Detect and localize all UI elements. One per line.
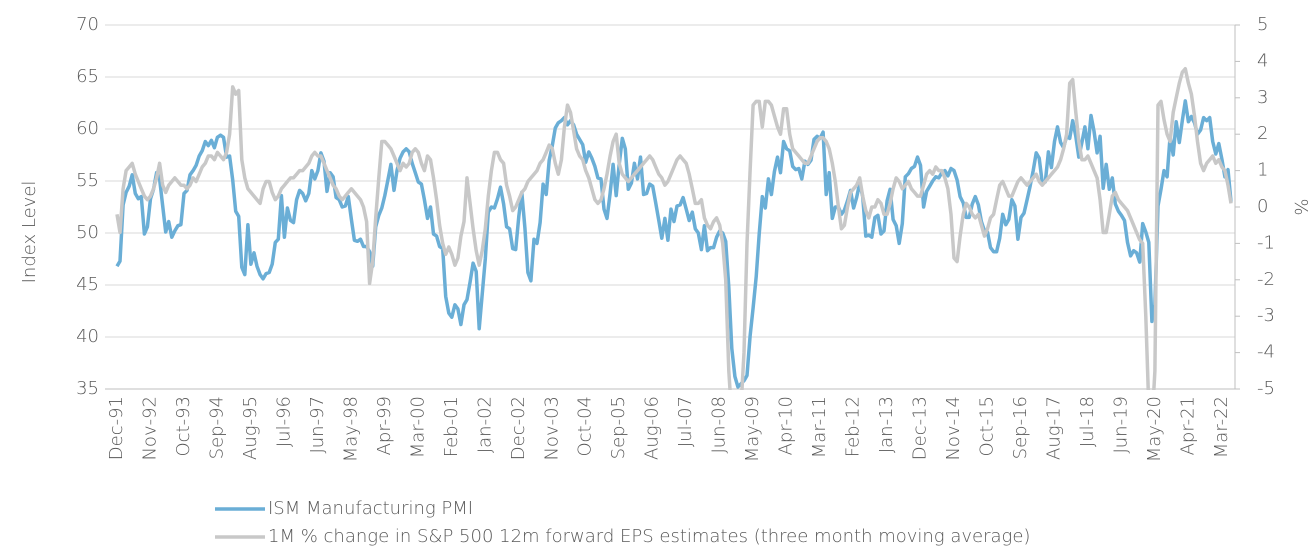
x-tick-label: Aug-17 — [1043, 396, 1064, 460]
x-tick-label: Jul-18 — [1077, 396, 1098, 447]
x-tick-label: Aug-06 — [642, 396, 663, 460]
x-tick-label: Oct-93 — [173, 396, 194, 457]
x-tick-label: Jul-96 — [273, 396, 294, 447]
x-tick-label: Apr-10 — [776, 396, 797, 455]
x-tick-label: Nov-03 — [541, 396, 562, 461]
x-tick-label: Oct-04 — [575, 396, 596, 457]
x-tick-label: Oct-15 — [977, 396, 998, 457]
x-tick-label: Sep-05 — [608, 396, 629, 459]
x-tick-label: Aug-95 — [240, 396, 261, 460]
y2-tick-label: -1 — [1257, 232, 1275, 253]
x-tick-label: Jul-07 — [675, 396, 696, 447]
x-tick-label: Feb-01 — [441, 396, 462, 457]
legend-label: 1M % change in S&P 500 12m forward EPS e… — [268, 526, 1030, 547]
y2-tick-label: 2 — [1257, 123, 1268, 144]
x-tick-label: Jun-97 — [307, 396, 328, 454]
x-tick-label: Jan-13 — [876, 396, 897, 453]
y-axis-title: Index Level — [19, 181, 40, 284]
x-tick-label: Apr-99 — [374, 396, 395, 455]
x-tick-label: Mar-00 — [407, 396, 428, 458]
x-tick-label: May-20 — [1144, 396, 1165, 462]
x-tick-label: Apr-21 — [1177, 396, 1198, 455]
y-tick-label: 45 — [76, 274, 99, 295]
y2-tick-label: 1 — [1257, 160, 1268, 181]
y2-tick-label: 3 — [1257, 87, 1268, 108]
y-tick-label: 60 — [76, 118, 99, 139]
x-tick-label: Jun-19 — [1110, 396, 1131, 454]
y-tick-label: 70 — [76, 14, 99, 35]
y2-tick-label: 0 — [1257, 196, 1268, 217]
y-tick-label: 55 — [76, 170, 99, 191]
x-tick-label: Dec-13 — [910, 396, 931, 460]
x-tick-label: Dec-02 — [508, 396, 529, 460]
x-tick-label: Dec-91 — [106, 396, 127, 460]
y-tick-label: 40 — [76, 326, 99, 347]
y2-tick-label: -3 — [1257, 305, 1275, 326]
y2-tick-label: -2 — [1257, 269, 1275, 290]
y2-tick-label: 4 — [1257, 50, 1268, 71]
y2-tick-label: -5 — [1257, 378, 1275, 399]
y-tick-label: 35 — [76, 378, 99, 399]
y-tick-label: 65 — [76, 66, 99, 87]
x-tick-label: Mar-22 — [1211, 396, 1232, 458]
y-tick-label: 50 — [76, 222, 99, 243]
x-tick-label: Nov-92 — [139, 396, 160, 461]
y2-axis-title: % — [1290, 198, 1311, 215]
legend-label: ISM Manufacturing PMI — [268, 498, 473, 519]
x-tick-label: Feb-12 — [843, 396, 864, 457]
x-tick-label: May-98 — [340, 396, 361, 462]
series-line — [115, 66, 1233, 390]
x-tick-label: Jun-08 — [709, 396, 730, 454]
x-tick-label: May-09 — [742, 396, 763, 462]
x-tick-label: Nov-14 — [943, 396, 964, 461]
y2-tick-label: -4 — [1257, 342, 1275, 363]
x-tick-label: Sep-16 — [1010, 396, 1031, 459]
y2-tick-label: 5 — [1257, 14, 1268, 35]
x-tick-label: Jan-02 — [474, 396, 495, 453]
x-tick-label: Mar-11 — [809, 396, 830, 458]
x-tick-label: Sep-94 — [206, 396, 227, 459]
